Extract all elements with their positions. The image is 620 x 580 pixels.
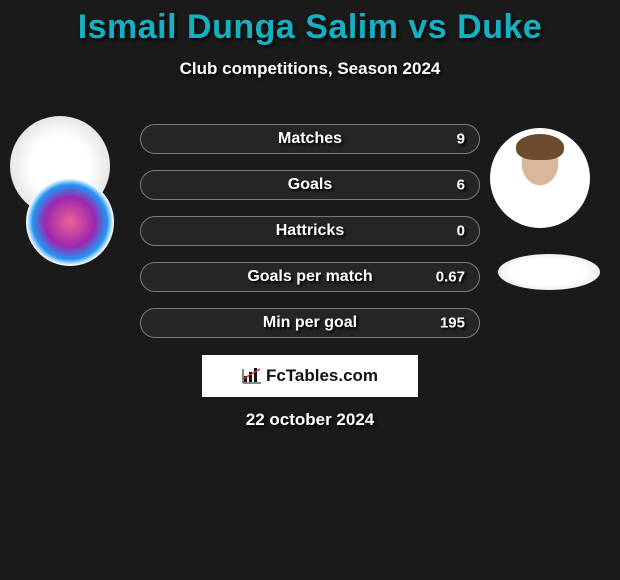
stat-row: Goals6 xyxy=(140,170,480,200)
attribution-text: FcTables.com xyxy=(266,366,378,386)
stat-value: 0 xyxy=(457,223,465,240)
stat-label: Matches xyxy=(141,130,479,148)
stat-value: 6 xyxy=(457,177,465,194)
club-badge-right xyxy=(498,254,600,290)
stat-row: Min per goal195 xyxy=(140,308,480,338)
date-text: 22 october 2024 xyxy=(0,410,620,430)
player-right-photo xyxy=(490,128,590,228)
stat-label: Min per goal xyxy=(141,314,479,332)
stat-label: Hattricks xyxy=(141,222,479,240)
page-title: Ismail Dunga Salim vs Duke xyxy=(0,0,620,47)
stat-value: 195 xyxy=(440,315,465,332)
stats-panel: Matches9Goals6Hattricks0Goals per match0… xyxy=(140,124,480,354)
bar-chart-icon xyxy=(242,368,262,384)
stat-label: Goals xyxy=(141,176,479,194)
stat-label: Goals per match xyxy=(141,268,479,286)
stat-value: 0.67 xyxy=(436,269,465,286)
stat-value: 9 xyxy=(457,131,465,148)
stat-row: Hattricks0 xyxy=(140,216,480,246)
subtitle: Club competitions, Season 2024 xyxy=(0,59,620,79)
club-badge-left xyxy=(26,178,114,266)
attribution-badge[interactable]: FcTables.com xyxy=(202,355,418,397)
stat-row: Matches9 xyxy=(140,124,480,154)
comparison-card: Ismail Dunga Salim vs Duke Club competit… xyxy=(0,0,620,580)
stat-row: Goals per match0.67 xyxy=(140,262,480,292)
